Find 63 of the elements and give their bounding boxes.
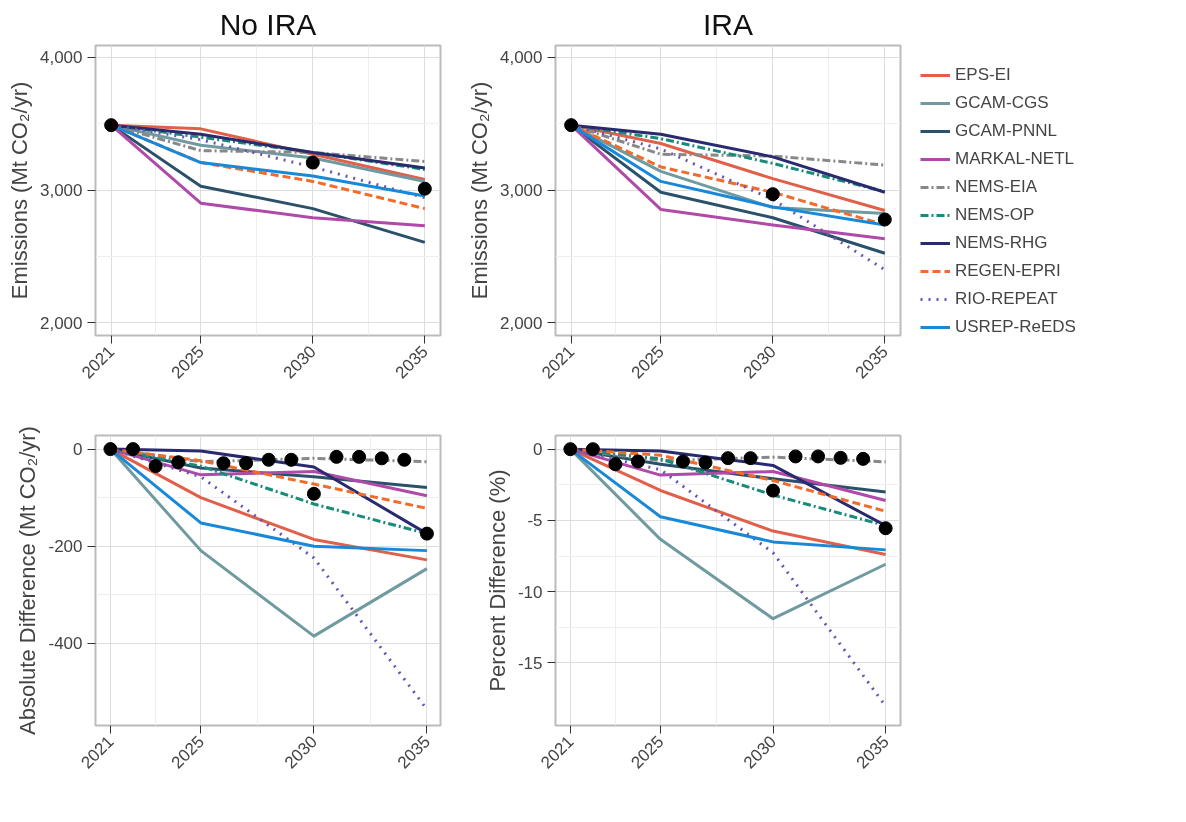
point: [261, 452, 276, 467]
point: [833, 450, 848, 465]
chart-title: No IRA: [219, 7, 317, 41]
y-axis-title: Emissions (Mt CO₂/yr): [466, 81, 492, 300]
chart-title: IRA: [703, 7, 754, 41]
legend-label: USREP-ReEDS: [955, 317, 1077, 337]
point: [608, 457, 623, 472]
point: [329, 449, 344, 464]
y-tick-label: 3,000: [39, 181, 83, 201]
point: [148, 459, 163, 474]
legend-label: GCAM-PNNL: [955, 121, 1058, 141]
point: [766, 483, 781, 498]
point: [721, 451, 735, 466]
y-axis-title: Emissions (Mt CO₂/yr): [6, 81, 32, 300]
point: [698, 455, 713, 470]
y-axis-title: Percent Difference (%): [484, 469, 510, 692]
point: [675, 454, 690, 469]
legend-label: NEMS-RHG: [955, 233, 1049, 253]
point: [352, 449, 367, 464]
point: [564, 118, 579, 133]
y-tick-label: -400: [48, 634, 83, 654]
y-axis-title: Absolute Difference (Mt CO₂/yr): [15, 426, 41, 735]
point: [878, 521, 893, 536]
legend-label: EPS-EI: [955, 65, 1012, 85]
point: [811, 449, 826, 464]
point: [216, 456, 231, 471]
point: [877, 212, 892, 227]
point: [397, 452, 412, 467]
point: [374, 451, 389, 466]
y-tick-label: 0: [73, 440, 83, 460]
point: [417, 181, 432, 196]
point: [305, 155, 320, 170]
y-tick-label: 4,000: [39, 48, 83, 68]
legend-label: MARKAL-NETL: [955, 149, 1076, 169]
point: [306, 486, 321, 501]
point: [563, 442, 578, 457]
point: [126, 442, 141, 457]
y-tick-label: 2,000: [499, 313, 543, 333]
point: [239, 456, 254, 471]
point: [419, 526, 434, 541]
point: [585, 442, 600, 457]
y-tick-label: 2,000: [39, 313, 83, 333]
point: [743, 451, 758, 466]
legend-label: NEMS-OP: [955, 205, 1036, 225]
y-tick-label: -200: [48, 537, 83, 557]
y-tick-label: -15: [517, 653, 543, 673]
y-tick-label: 4,000: [499, 48, 543, 68]
point: [103, 442, 118, 457]
point: [788, 449, 803, 464]
point: [630, 454, 645, 469]
point: [856, 451, 871, 466]
point: [765, 187, 780, 202]
legend-label: NEMS-EIA: [955, 177, 1039, 197]
legend-label: GCAM-CGS: [955, 93, 1050, 113]
legend-label: RIO-REPEAT: [955, 289, 1059, 309]
point: [171, 455, 186, 470]
point: [284, 452, 299, 467]
y-tick-label: -5: [527, 511, 543, 531]
y-tick-label: 0: [533, 440, 543, 460]
y-tick-label: -10: [517, 582, 543, 602]
point: [104, 118, 119, 133]
y-tick-label: 3,000: [499, 181, 543, 201]
legend-label: REGEN-EPRI: [955, 261, 1062, 281]
